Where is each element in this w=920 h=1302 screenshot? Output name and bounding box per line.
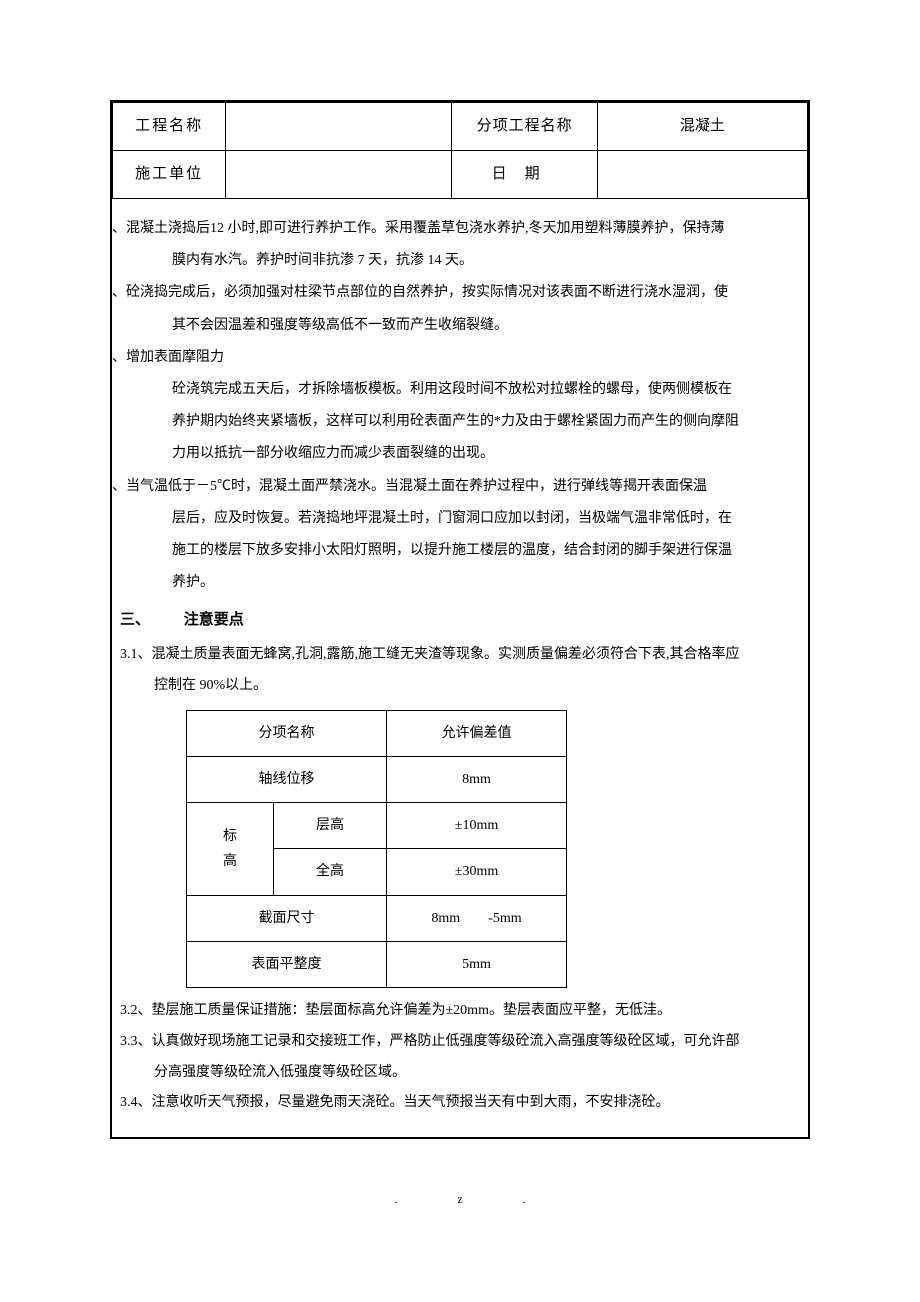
para-3-3-line1: 3.3、认真做好现场施工记录和交接班工作，严格防止低强度等级砼流入高强度等级砼区… <box>112 1027 796 1058</box>
tolerance-table: 分项名称 允许偏差值 轴线位移 8mm 标高 层高 ±10mm 全高 ±30mm… <box>186 710 567 988</box>
bullet-3-line2: 砼浇筑完成五天后，才拆除墙板模板。利用这段时间不放松对拉螺栓的螺母，使两侧模板在 <box>112 374 796 406</box>
para-3-2: 3.2、垫层施工质量保证措施：垫层面标高允许偏差为±20mm。垫层表面应平整，无… <box>112 996 796 1027</box>
header-row-2: 施工单位 日期 <box>113 151 808 199</box>
para-3-3-line2: 分高强度等级砼流入低强度等级砼区域。 <box>112 1058 796 1089</box>
header-table: 工程名称 分项工程名称 混凝土 施工单位 日期 <box>112 102 808 199</box>
tolerance-row-1: 轴线位移 8mm <box>187 757 567 803</box>
bullet-4-line3: 施工的楼层下放多安排小太阳灯照明，以提升施工楼层的温度，结合封闭的脚手架进行保温 <box>112 535 796 567</box>
para-3-4: 3.4、注意收听天气预报，尽量避免雨天浇砼。当天气预报当天有中到大雨，不安排浇砼… <box>112 1088 796 1119</box>
tolerance-row-5: 表面平整度 5mm <box>187 941 567 987</box>
project-name-label: 工程名称 <box>113 103 226 151</box>
date-label: 日期 <box>452 151 597 199</box>
tolerance-row-3-sub: 全高 <box>274 849 387 895</box>
project-name-value <box>226 103 452 151</box>
tolerance-row-2: 标高 层高 ±10mm <box>187 803 567 849</box>
bullet-4-line1: 、当气温低于－5℃时，混凝土面严禁浇水。当混凝土面在养护过程中，进行弹线等揭开表… <box>112 471 796 503</box>
section-3-num: 三、 <box>120 607 180 634</box>
bullet-4-line4: 养护。 <box>112 567 796 599</box>
subitem-label: 分项工程名称 <box>452 103 597 151</box>
bullet-3-line4: 力用以抵抗一部分收缩应力而减少表面裂缝的出现。 <box>112 438 796 470</box>
tolerance-header-name: 分项名称 <box>187 710 387 756</box>
unit-label: 施工单位 <box>113 151 226 199</box>
bullet-3-line1: 、增加表面摩阻力 <box>112 342 796 374</box>
tolerance-row-5-name: 表面平整度 <box>187 941 387 987</box>
section-3-title: 三、 注意要点 <box>112 607 796 634</box>
tolerance-header-row: 分项名称 允许偏差值 <box>187 710 567 756</box>
page-footer: .z. <box>110 1189 810 1211</box>
bullet-2-line1: 、砼浇捣完成后，必须加强对柱梁节点部位的自然养护，按实际情况对该表面不断进行浇水… <box>112 277 796 309</box>
tolerance-row-4-val: 8mm -5mm <box>387 895 567 941</box>
bullet-2-line2: 其不会因温差和强度等级高低不一致而产生收缩裂缝。 <box>112 310 796 342</box>
subitem-value: 混凝土 <box>597 103 807 151</box>
section-3-text: 注意要点 <box>184 612 244 628</box>
footer-right: z. <box>457 1192 585 1206</box>
tolerance-row-3-val: ±30mm <box>387 849 567 895</box>
header-row-1: 工程名称 分项工程名称 混凝土 <box>113 103 808 151</box>
date-value <box>597 151 807 199</box>
bullet-1-line1: 、混凝土浇捣后12 小时,即可进行养护工作。采用覆盖草包浇水养护,冬天加用塑料薄… <box>112 213 796 245</box>
bullet-1-line2: 膜内有水汽。养护时间非抗渗 7 天，抗渗 14 天。 <box>112 245 796 277</box>
footer-left: . <box>394 1192 457 1206</box>
tolerance-row-1-val: 8mm <box>387 757 567 803</box>
para-3-1-line2: 控制在 90%以上。 <box>112 671 796 702</box>
tolerance-row-1-name: 轴线位移 <box>187 757 387 803</box>
document-frame: 工程名称 分项工程名称 混凝土 施工单位 日期 、混凝土浇捣后12 小时,即可进… <box>110 100 810 1139</box>
tolerance-row-5-val: 5mm <box>387 941 567 987</box>
tolerance-row-4-name: 截面尺寸 <box>187 895 387 941</box>
tolerance-row-2-sub: 层高 <box>274 803 387 849</box>
tolerance-header-val: 允许偏差值 <box>387 710 567 756</box>
tolerance-row-4: 截面尺寸 8mm -5mm <box>187 895 567 941</box>
bullet-3-line3: 养护期内始终夹紧墙板，这样可以利用砼表面产生的*力及由于螺栓紧固力而产生的侧向摩… <box>112 406 796 438</box>
unit-value <box>226 151 452 199</box>
bullet-4-line2: 层后，应及时恢复。若浇捣地坪混凝土时，门窗洞口应加以封闭，当极端气温非常低时，在 <box>112 503 796 535</box>
content-area: 、混凝土浇捣后12 小时,即可进行养护工作。采用覆盖草包浇水养护,冬天加用塑料薄… <box>112 199 808 1137</box>
tolerance-row-group-label: 标高 <box>187 803 274 895</box>
para-3-1-line1: 3.1、混凝土质量表面无蜂窝,孔洞,露筋,施工缝无夹渣等现象。实测质量偏差必须符… <box>112 640 796 671</box>
tolerance-row-2-val: ±10mm <box>387 803 567 849</box>
